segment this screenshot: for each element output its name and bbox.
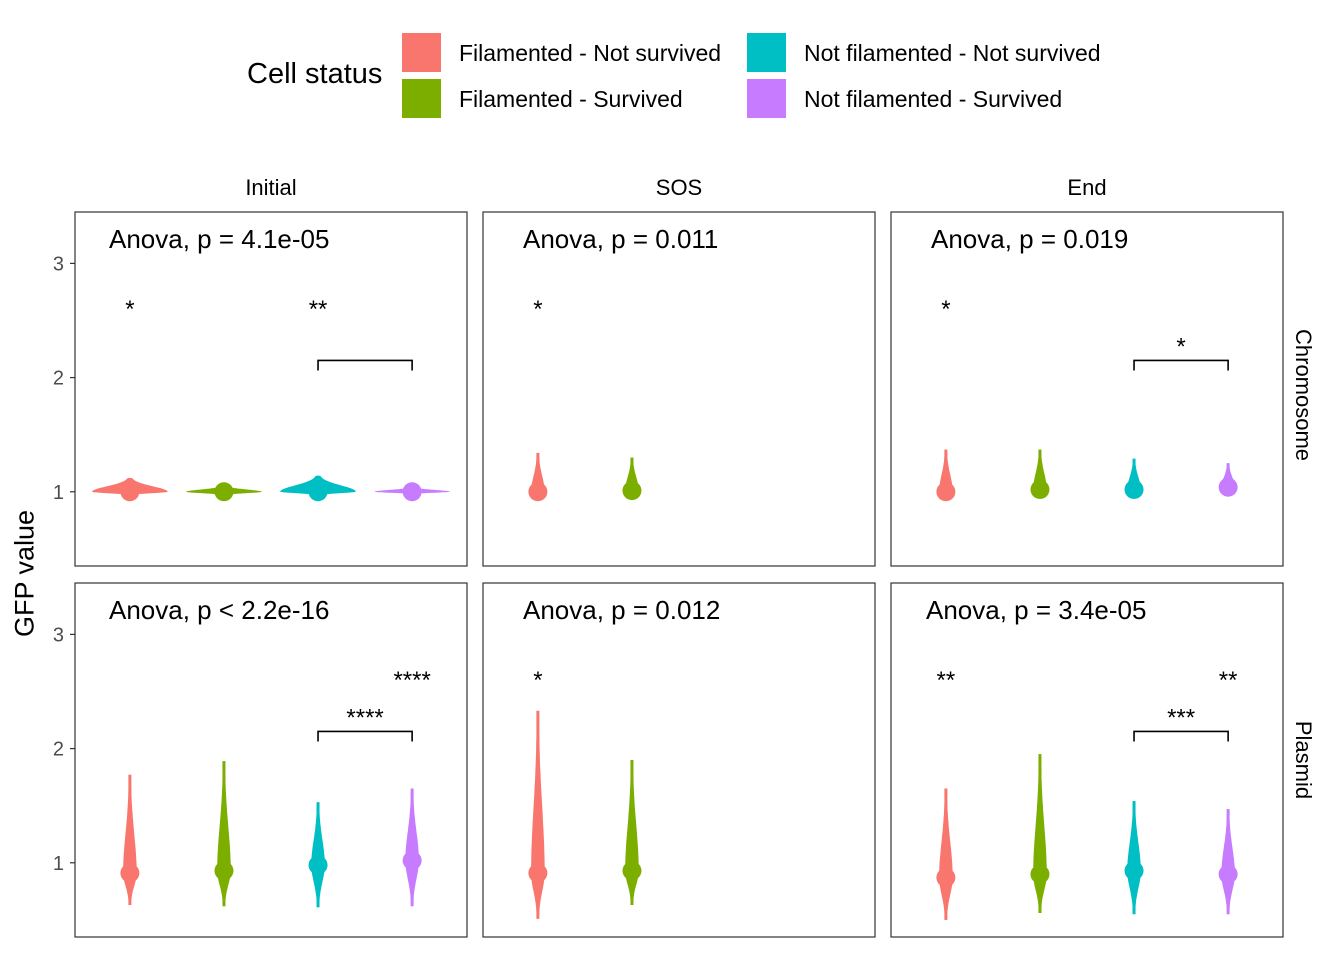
median-point-2	[308, 482, 328, 502]
comparison-bracket	[1133, 730, 1229, 742]
comparison-bracket	[317, 359, 413, 371]
significance-label: *	[533, 296, 542, 323]
median-point-2	[308, 855, 328, 875]
legend-label-1: Filamented - Survived	[459, 86, 683, 112]
legend-swatch-2	[747, 33, 786, 72]
y-tick-label: 3	[53, 624, 64, 646]
median-point-0	[936, 868, 956, 888]
anova-label-chromosome-initial: Anova, p = 4.1e-05	[109, 224, 330, 254]
legend-label-2: Not filamented - Not survived	[804, 40, 1101, 66]
median-point-0	[528, 482, 548, 502]
median-point-2	[1124, 861, 1144, 881]
legend-swatch-1	[402, 79, 441, 118]
median-point-1	[622, 481, 642, 501]
anova-label-plasmid-sos: Anova, p = 0.012	[523, 595, 721, 625]
anova-label-chromosome-end: Anova, p = 0.019	[931, 224, 1129, 254]
median-point-1	[1030, 479, 1050, 499]
legend-title: Cell status	[247, 58, 383, 90]
median-point-1	[1030, 864, 1050, 884]
y-tick-label: 3	[53, 253, 64, 275]
panel-border	[890, 211, 1284, 567]
significance-label: *	[941, 296, 950, 323]
legend-swatch-3	[747, 79, 786, 118]
significance-label: **	[309, 296, 328, 323]
median-point-3	[1218, 864, 1238, 884]
panel-border	[890, 582, 1284, 938]
y-tick-label: 2	[53, 368, 64, 390]
bracket-label: *	[1176, 333, 1185, 360]
bracket-label: ***	[1167, 704, 1195, 731]
y-tick-label: 1	[53, 853, 64, 875]
median-point-1	[622, 861, 642, 881]
median-point-3	[402, 482, 422, 502]
median-point-3	[1218, 477, 1238, 497]
bracket-label: ****	[346, 704, 383, 731]
significance-label: *	[125, 296, 134, 323]
panel-border	[482, 582, 876, 938]
comparison-bracket	[317, 730, 413, 742]
significance-label: **	[937, 667, 956, 694]
legend-label-3: Not filamented - Survived	[804, 86, 1063, 112]
column-strip-end: End	[1067, 175, 1107, 200]
y-tick-label: 2	[53, 739, 64, 761]
comparison-bracket	[1133, 359, 1229, 371]
median-point-3	[402, 850, 422, 870]
median-point-0	[120, 863, 140, 883]
median-point-1	[214, 861, 234, 881]
panel-border	[482, 211, 876, 567]
panel-border	[74, 211, 468, 567]
panel-border	[74, 582, 468, 938]
column-strip-initial: Initial	[245, 175, 297, 200]
legend-label-0: Filamented - Not survived	[459, 40, 722, 66]
legend-swatch-0	[402, 33, 441, 72]
significance-label: **	[1219, 667, 1238, 694]
anova-label-plasmid-initial: Anova, p < 2.2e-16	[109, 595, 330, 625]
column-strip-sos: SOS	[655, 175, 703, 200]
significance-label: *	[533, 667, 542, 694]
median-point-0	[120, 482, 140, 502]
y-tick-label: 1	[53, 482, 64, 504]
legend: Cell status Filamented - Not survived Fi…	[0, 0, 1344, 140]
median-point-0	[528, 863, 548, 883]
significance-label: ****	[393, 667, 430, 694]
anova-label-plasmid-end: Anova, p = 3.4e-05	[926, 595, 1147, 625]
median-point-1	[214, 482, 234, 502]
median-point-0	[936, 482, 956, 502]
median-point-2	[1124, 479, 1144, 499]
anova-label-chromosome-sos: Anova, p = 0.011	[523, 224, 719, 254]
